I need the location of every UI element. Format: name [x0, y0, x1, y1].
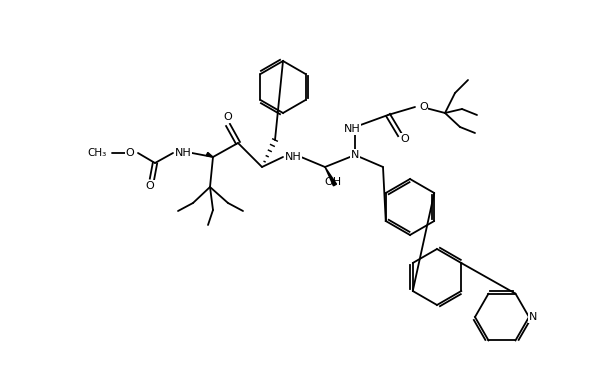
Text: NH: NH — [284, 152, 302, 162]
Text: CH₃: CH₃ — [87, 148, 107, 158]
Text: N: N — [529, 312, 537, 322]
Polygon shape — [206, 152, 213, 157]
Text: NH: NH — [344, 124, 361, 134]
Text: O: O — [126, 148, 134, 158]
Text: NH: NH — [174, 148, 192, 158]
Text: O: O — [400, 134, 409, 144]
Text: O: O — [146, 181, 154, 191]
Text: O: O — [419, 102, 428, 112]
Text: O: O — [224, 112, 233, 122]
Polygon shape — [325, 167, 337, 186]
Text: OH: OH — [324, 177, 342, 187]
Text: N: N — [351, 150, 359, 160]
